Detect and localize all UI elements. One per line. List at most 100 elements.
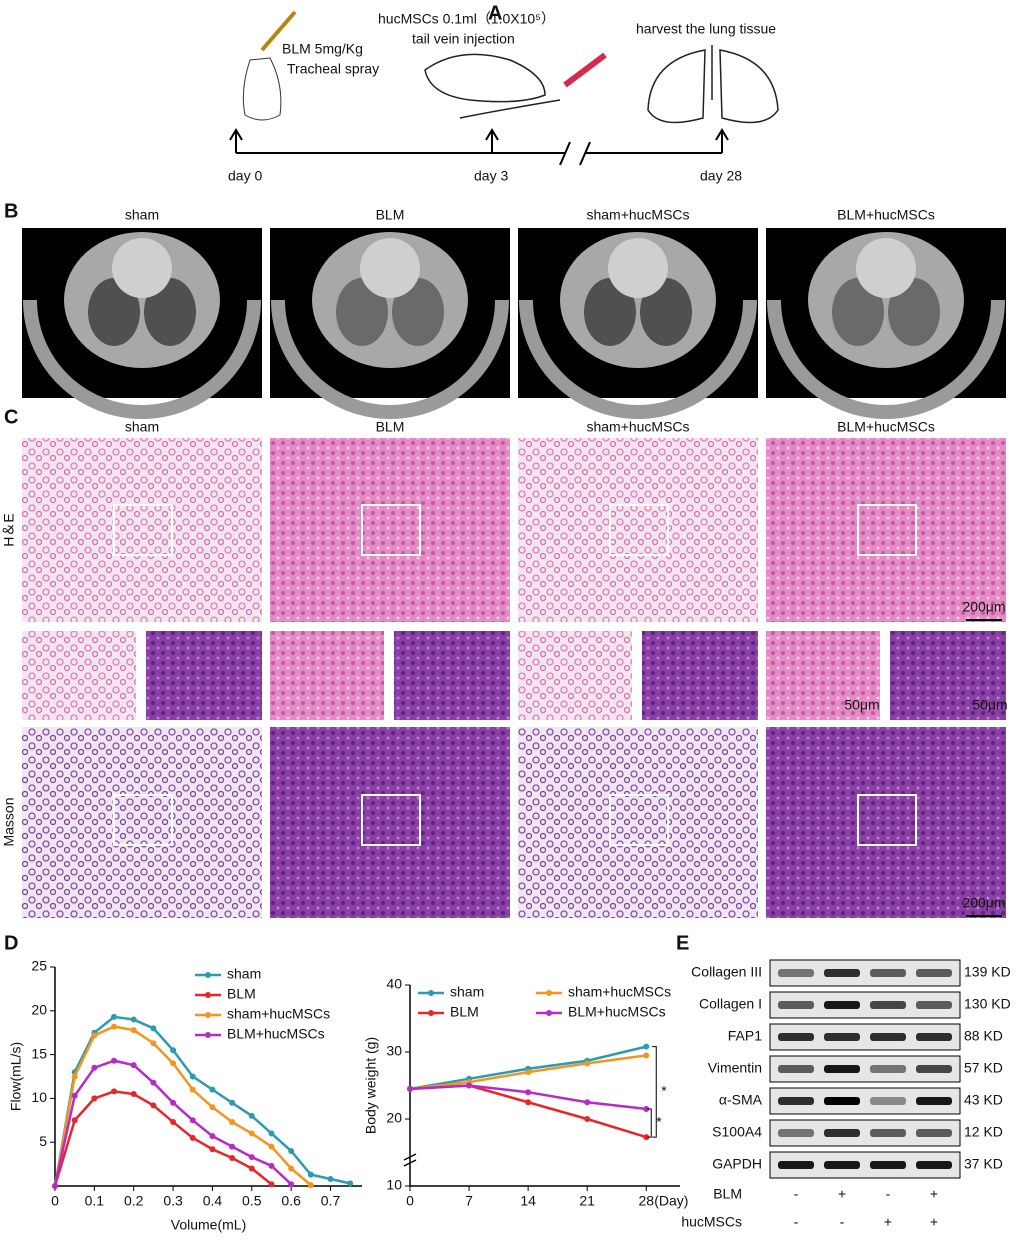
point xyxy=(307,1171,314,1178)
syringe-icon xyxy=(260,10,297,52)
panel-label: E xyxy=(676,932,689,954)
point xyxy=(189,1117,196,1124)
scale-label: 200μm xyxy=(962,895,1005,911)
text: tail vein injection xyxy=(412,31,515,47)
point xyxy=(268,1130,275,1137)
band xyxy=(870,1001,906,1009)
y-tick-label: 15 xyxy=(31,1045,47,1061)
group-label: BLM+hucMSCs xyxy=(837,419,935,435)
point xyxy=(229,1143,236,1150)
legend-marker xyxy=(205,1012,211,1018)
band xyxy=(778,1097,814,1105)
masson-image xyxy=(766,727,1006,918)
zoom-box xyxy=(361,504,421,556)
ct-lung xyxy=(392,278,444,346)
legend-marker xyxy=(546,990,552,996)
point xyxy=(268,1162,275,1169)
point xyxy=(111,1013,118,1020)
lane-sign: - xyxy=(886,1186,891,1202)
size-label: 88 KD xyxy=(964,1028,1003,1044)
point xyxy=(150,1025,157,1032)
row-label: H＆E xyxy=(1,513,17,546)
lane-sign: + xyxy=(884,1214,892,1230)
axis-break xyxy=(403,1153,417,1167)
size-label: 130 KD xyxy=(964,996,1011,1012)
zoom-box xyxy=(361,794,421,846)
lane-sign: - xyxy=(840,1214,845,1230)
text: BLM 5mg/Kg xyxy=(282,41,363,57)
x-tick-label: 0.2 xyxy=(124,1193,144,1209)
ct-heart xyxy=(608,238,668,298)
group-label: sham xyxy=(125,207,159,223)
text: hucMSCs 0.1ml（1.0X10⁵） xyxy=(378,11,555,27)
protein-label: Collagen III xyxy=(691,964,762,980)
point xyxy=(52,1183,58,1189)
lung-icon xyxy=(647,45,779,124)
day: day 0 xyxy=(228,168,262,184)
legend-label: sham+hucMSCs xyxy=(227,1006,330,1022)
y-axis-label: Body weight (g) xyxy=(363,1037,379,1134)
point xyxy=(209,1146,216,1153)
legend-label: BLM+hucMSCs xyxy=(227,1026,325,1042)
he-zoom xyxy=(766,631,880,720)
point xyxy=(288,1147,295,1154)
zoom-box xyxy=(609,794,669,846)
legend-label: BLM+hucMSCs xyxy=(568,1004,666,1020)
x-tick-label: 0.6 xyxy=(281,1193,301,1209)
point xyxy=(268,1143,275,1150)
point xyxy=(209,1133,216,1140)
ct-lung xyxy=(888,278,940,346)
point xyxy=(91,1095,98,1102)
point xyxy=(584,1099,591,1106)
ct-lung xyxy=(336,278,388,346)
point xyxy=(170,1047,177,1054)
masson-zoom xyxy=(394,631,510,720)
band xyxy=(824,1065,860,1073)
panel-d: D 5 10 15 20 25 0 0.1 0.2 0.3 0.4 0.5 0.6 0.7 Volume(… xyxy=(4,932,688,1232)
point xyxy=(111,1088,118,1095)
point xyxy=(91,1064,98,1071)
band xyxy=(824,969,860,977)
zoom-box xyxy=(113,504,173,556)
point xyxy=(525,1089,532,1096)
band xyxy=(824,1097,860,1105)
point xyxy=(91,1032,98,1039)
band xyxy=(916,1033,952,1041)
masson-image xyxy=(22,727,262,918)
point xyxy=(248,1154,255,1161)
point xyxy=(170,1060,177,1067)
mouse-icon xyxy=(424,53,561,119)
point xyxy=(130,1091,137,1098)
masson-image xyxy=(518,727,758,918)
point xyxy=(150,1102,157,1109)
point xyxy=(288,1181,295,1188)
day: day 28 xyxy=(700,168,742,184)
band xyxy=(778,1161,814,1169)
band xyxy=(870,1129,906,1137)
point xyxy=(347,1180,354,1187)
x-tick-label: 14 xyxy=(520,1193,536,1209)
y-tick-label: 20 xyxy=(386,1110,402,1126)
point xyxy=(130,1062,137,1069)
point xyxy=(466,1082,473,1089)
legend-marker xyxy=(205,1032,211,1038)
protein-label: α-SMA xyxy=(719,1092,763,1108)
point xyxy=(229,1099,236,1106)
point xyxy=(170,1099,177,1106)
y-tick-label: 40 xyxy=(386,976,402,992)
legend-label: sham xyxy=(450,984,484,1000)
legend-label: sham xyxy=(227,966,261,982)
point xyxy=(71,1073,78,1080)
text: Tracheal spray xyxy=(287,61,379,77)
axis-break xyxy=(559,141,591,166)
size-label: 37 KD xyxy=(964,1156,1003,1172)
he-image xyxy=(766,438,1006,622)
band xyxy=(778,1033,814,1041)
point xyxy=(170,1119,177,1126)
point xyxy=(584,1116,591,1122)
point xyxy=(584,1060,591,1067)
panel-label: B xyxy=(4,200,18,222)
y-tick-label: 30 xyxy=(386,1043,402,1059)
protein-label: Collagen I xyxy=(699,996,762,1012)
